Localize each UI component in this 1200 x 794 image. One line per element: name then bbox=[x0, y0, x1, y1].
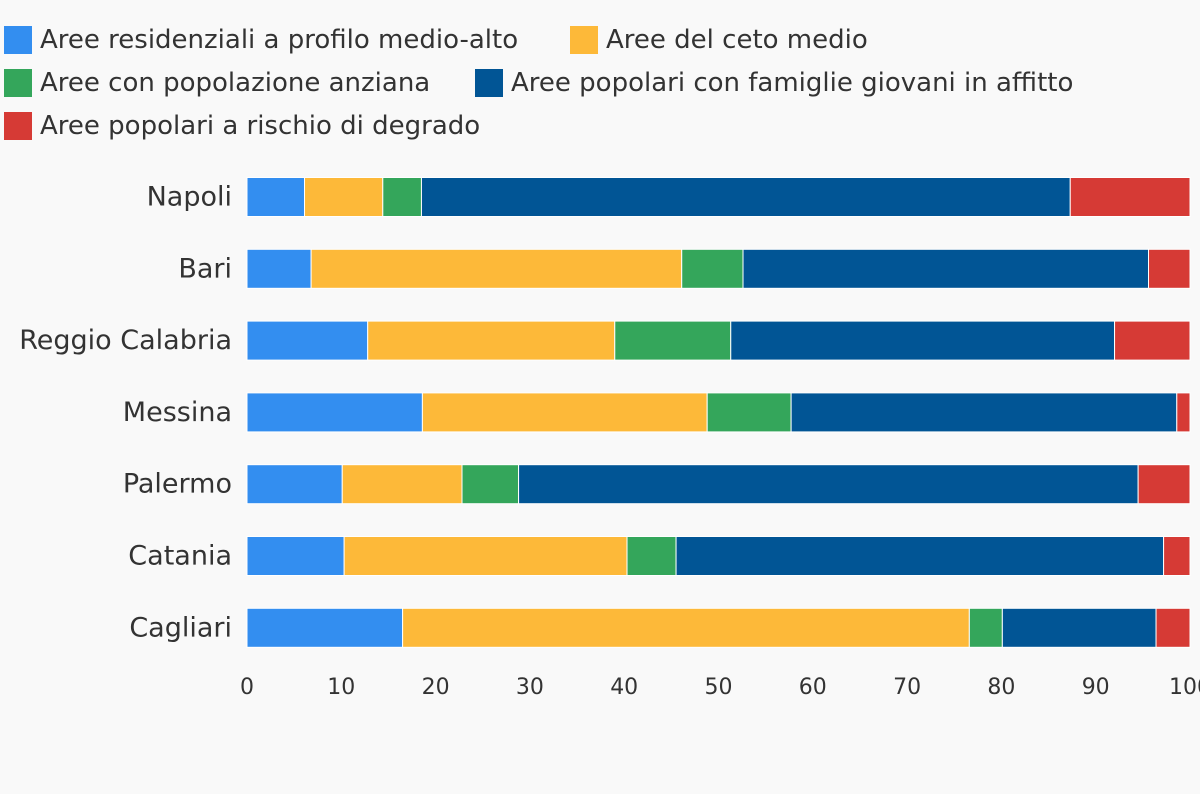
bar-segment bbox=[1163, 536, 1191, 576]
x-tick-label: 90 bbox=[1082, 675, 1110, 700]
category-label: Reggio Calabria bbox=[19, 325, 232, 356]
bar-segment bbox=[790, 392, 1178, 433]
legend-item-degrado: Aree popolari a rischio di degrado bbox=[4, 111, 480, 141]
legend-label: Aree del ceto medio bbox=[606, 25, 868, 55]
bar-segment bbox=[246, 320, 369, 361]
bar-segment bbox=[367, 320, 616, 361]
legend-label: Aree residenziali a profilo medio-alto bbox=[40, 25, 519, 55]
bar-segment bbox=[1001, 607, 1157, 648]
bar-segment bbox=[246, 536, 345, 576]
bar-segment bbox=[382, 177, 422, 217]
bar-segment bbox=[1114, 320, 1191, 361]
legend-swatch bbox=[4, 69, 32, 97]
bar-segment bbox=[518, 464, 1139, 505]
bar-segment bbox=[246, 464, 343, 505]
bar-segment bbox=[681, 248, 744, 289]
legend-item-famiglie-giovani: Aree popolari con famiglie giovani in af… bbox=[475, 68, 1073, 98]
bar-segment bbox=[341, 464, 463, 505]
category-label: Palermo bbox=[123, 469, 232, 500]
legend-label: Aree popolari a rischio di degrado bbox=[40, 111, 481, 141]
legend-swatch bbox=[4, 112, 32, 140]
x-tick-label: 30 bbox=[516, 675, 544, 700]
x-tick-label: 0 bbox=[240, 675, 254, 700]
x-tick-label: 20 bbox=[422, 675, 450, 700]
legend-label: Aree con popolazione anziana bbox=[40, 68, 431, 98]
category-label: Cagliari bbox=[129, 612, 232, 643]
legend-swatch bbox=[475, 69, 503, 97]
bar-segment bbox=[246, 248, 312, 289]
bar-segment bbox=[420, 177, 1071, 217]
x-tick-label: 100 bbox=[1169, 675, 1200, 700]
bar-segment bbox=[614, 320, 732, 361]
bar-segment bbox=[246, 392, 423, 433]
x-tick-label: 50 bbox=[705, 675, 733, 700]
bar-segment bbox=[706, 392, 792, 433]
bar-segment bbox=[968, 607, 1003, 648]
category-label: Napoli bbox=[147, 182, 232, 213]
bar-segment bbox=[343, 536, 628, 576]
x-tick-label: 80 bbox=[987, 675, 1015, 700]
chart-legend: Aree residenziali a profilo medio-alto A… bbox=[0, 0, 1200, 150]
bar-segment bbox=[402, 607, 970, 648]
bar-segment bbox=[421, 392, 708, 433]
bar-segment bbox=[461, 464, 520, 505]
x-tick-label: 60 bbox=[799, 675, 827, 700]
legend-swatch bbox=[4, 26, 32, 54]
bar-segment bbox=[1155, 607, 1191, 648]
bar-segment bbox=[1148, 248, 1191, 289]
bar-segment bbox=[310, 248, 683, 289]
legend-item-anziana: Aree con popolazione anziana bbox=[4, 68, 430, 98]
legend-item-ceto-medio: Aree del ceto medio bbox=[570, 25, 868, 55]
bar-segment bbox=[730, 320, 1116, 361]
bar-segment bbox=[742, 248, 1150, 289]
category-label: Messina bbox=[123, 397, 232, 428]
category-label: Bari bbox=[178, 253, 232, 284]
x-tick-label: 10 bbox=[327, 675, 355, 700]
bar-segment bbox=[304, 177, 384, 217]
x-tick-label: 70 bbox=[893, 675, 921, 700]
legend-item-residenziali: Aree residenziali a profilo medio-alto bbox=[4, 25, 518, 55]
category-label: Catania bbox=[128, 541, 232, 572]
bar-segment bbox=[1069, 177, 1191, 217]
legend-swatch bbox=[570, 26, 598, 54]
bar-segment bbox=[675, 536, 1165, 576]
bar-segment bbox=[626, 536, 677, 576]
x-tick-label: 40 bbox=[610, 675, 638, 700]
bar-segment bbox=[1176, 392, 1191, 433]
legend-label: Aree popolari con famiglie giovani in af… bbox=[511, 68, 1074, 98]
bar-segment bbox=[1137, 464, 1191, 505]
bar-segment bbox=[246, 607, 404, 648]
bar-segment bbox=[246, 177, 306, 217]
